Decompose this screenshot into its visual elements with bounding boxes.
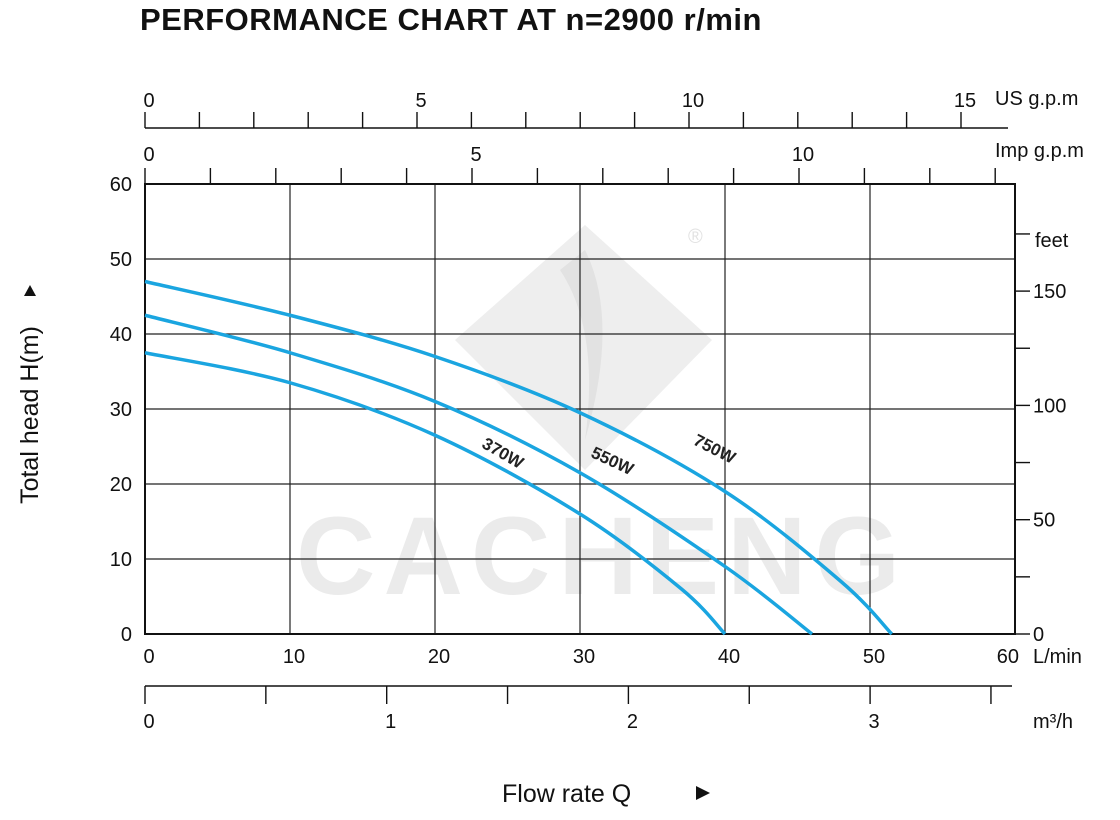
x-tick-label: 50 xyxy=(863,646,885,668)
us-gpm-tick-label: 15 xyxy=(954,90,976,112)
curve-370w xyxy=(144,351,727,636)
us-gpm-tick-label: 10 xyxy=(682,90,704,112)
feet-tick-label: 0 xyxy=(1033,624,1044,646)
curve-label-750w: 750W xyxy=(690,431,739,469)
m3h-tick-label: 2 xyxy=(627,711,638,733)
imp-gpm-tick-label: 5 xyxy=(470,144,481,166)
feet-tick-label: 50 xyxy=(1033,510,1055,532)
m3h-tick-label: 3 xyxy=(869,711,880,733)
x-tick-label: 40 xyxy=(718,646,740,668)
y-tick-label: 0 xyxy=(121,624,132,646)
curve-550w xyxy=(144,313,814,636)
x-axis-title: Flow rate Q xyxy=(502,780,631,808)
x-tick-label: 0 xyxy=(143,646,154,668)
y-tick-label: 30 xyxy=(110,399,132,421)
us-gpm-unit-label: US g.p.m xyxy=(995,88,1078,110)
x-tick-label: 10 xyxy=(283,646,305,668)
y-tick-label: 50 xyxy=(110,249,132,271)
imp-gpm-unit-label: Imp g.p.m xyxy=(995,140,1084,162)
y-axis-title: Total head H(m) xyxy=(16,326,44,504)
x-tick-label: 20 xyxy=(428,646,450,668)
watermark-logo-icon xyxy=(455,225,712,470)
us-gpm-tick-label: 5 xyxy=(415,90,426,112)
feet-unit-label: feet xyxy=(1035,230,1069,252)
y-axis-arrow-icon xyxy=(24,285,36,296)
watermark-registered-icon: ® xyxy=(688,226,703,248)
curve-label-550w: 550W xyxy=(588,443,637,479)
plot-frame xyxy=(144,183,1016,635)
y-tick-label: 10 xyxy=(110,549,132,571)
x-unit-label: L/min xyxy=(1033,646,1082,668)
y-tick-label: 60 xyxy=(110,174,132,196)
chart-title: PERFORMANCE CHART AT n=2900 r/min xyxy=(140,2,762,37)
curves xyxy=(144,279,894,636)
y-tick-label: 20 xyxy=(110,474,132,496)
imp-gpm-tick-label: 0 xyxy=(143,144,154,166)
feet-tick-label: 100 xyxy=(1033,395,1066,417)
y-tick-label: 40 xyxy=(110,324,132,346)
imp-gpm-tick-label: 10 xyxy=(792,144,814,166)
m3h-unit-label: m³/h xyxy=(1033,711,1073,733)
x-tick-label: 60 xyxy=(997,646,1019,668)
x-tick-label: 30 xyxy=(573,646,595,668)
watermark: CACHENG ® xyxy=(296,225,908,618)
feet-tick-label: 150 xyxy=(1033,281,1066,303)
watermark-logo-leaf-icon xyxy=(560,250,603,440)
m3h-tick-label: 1 xyxy=(385,711,396,733)
grid xyxy=(144,183,1016,635)
curve-750w xyxy=(144,279,894,636)
watermark-text: CACHENG xyxy=(296,495,908,618)
m3h-tick-label: 0 xyxy=(143,711,154,733)
x-axis-arrow-icon xyxy=(696,786,710,800)
us-gpm-tick-label: 0 xyxy=(143,90,154,112)
